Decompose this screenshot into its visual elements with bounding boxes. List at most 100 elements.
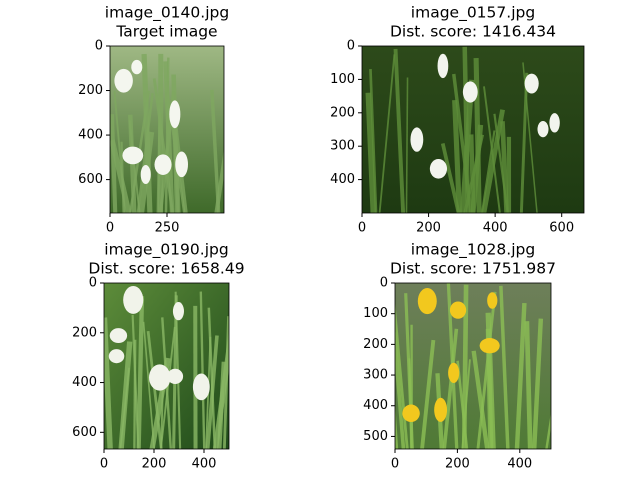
leaf	[395, 298, 409, 449]
flower	[192, 373, 210, 401]
y-tick-label: 0	[89, 276, 97, 291]
y-tick-label: 0	[380, 276, 388, 291]
leaf	[118, 341, 133, 449]
flower	[448, 362, 460, 383]
y-tick-label: 200	[78, 83, 103, 98]
flower	[154, 154, 172, 175]
leaf	[493, 113, 509, 213]
flower	[537, 121, 549, 138]
leaf	[128, 114, 137, 213]
leaf	[152, 78, 175, 213]
x-tick-label: 0	[106, 221, 114, 236]
axes-frame	[103, 282, 230, 450]
panel-title: image_0157.jpg	[411, 4, 535, 23]
flower	[410, 127, 424, 152]
flower	[175, 151, 189, 178]
y-tick-label: 200	[72, 325, 97, 340]
y-tick-label: 200	[363, 337, 388, 352]
leaf	[405, 77, 409, 213]
flower	[122, 146, 144, 165]
leaf	[499, 285, 510, 449]
x-tick-label: 400	[507, 457, 532, 472]
flower	[549, 113, 560, 133]
flower	[487, 292, 498, 309]
y-tick-label: 400	[363, 398, 388, 413]
flower	[429, 159, 448, 179]
flower	[417, 287, 437, 315]
flower	[140, 164, 151, 185]
flower	[402, 404, 420, 423]
leaf	[222, 316, 229, 449]
photo	[362, 46, 584, 213]
flower	[114, 68, 133, 93]
panel-subtitle: Target image	[115, 23, 217, 41]
panel-subtitle: Dist. score: 1751.987	[390, 260, 556, 278]
y-tick-label: 600	[78, 172, 103, 187]
y-tick-label: 500	[363, 429, 388, 444]
y-tick-label: 200	[330, 105, 355, 120]
leaf	[531, 318, 544, 449]
y-tick-label: 0	[347, 39, 355, 54]
leaf	[133, 339, 137, 449]
y-tick-label: 400	[78, 128, 103, 143]
x-tick-label: 400	[192, 457, 217, 472]
leaf	[440, 143, 461, 213]
flower	[172, 302, 184, 321]
flower	[169, 100, 181, 129]
flower	[437, 53, 449, 79]
leaf	[113, 91, 127, 213]
leaf	[420, 339, 436, 449]
flower	[131, 59, 143, 75]
leaf	[461, 359, 471, 449]
leaf	[393, 48, 406, 213]
leaf	[199, 291, 206, 449]
x-tick-label: 200	[416, 221, 441, 236]
leaf	[483, 86, 501, 213]
flower	[434, 397, 448, 422]
leaf	[217, 361, 226, 449]
panel-title: image_0190.jpg	[104, 241, 228, 260]
flower	[449, 301, 467, 319]
x-tick-label: 600	[549, 221, 574, 236]
leaf	[471, 350, 490, 449]
leaf	[146, 330, 163, 449]
flower	[148, 364, 171, 391]
leaf	[378, 54, 396, 213]
panel-title: image_0140.jpg	[105, 4, 229, 23]
x-tick-label: 200	[445, 457, 470, 472]
leaf	[469, 134, 476, 213]
axes-frame	[394, 282, 552, 450]
leaf	[514, 302, 527, 449]
leaf	[136, 93, 154, 213]
x-tick-label: 200	[142, 457, 167, 472]
y-tick-label: 400	[72, 375, 97, 390]
leaf	[519, 72, 529, 213]
y-tick-label: 300	[330, 139, 355, 154]
leaf	[365, 92, 377, 213]
y-tick-label: 100	[363, 306, 388, 321]
leaf	[205, 336, 212, 449]
y-tick-label: 100	[330, 72, 355, 87]
leaf	[110, 114, 118, 213]
leaf	[207, 307, 217, 449]
panel-subtitle: Dist. score: 1416.434	[390, 23, 556, 41]
y-tick-label: 300	[363, 368, 388, 383]
panel-title: image_1028.jpg	[411, 241, 535, 260]
x-tick-label: 0	[100, 457, 108, 472]
y-tick-label: 600	[72, 425, 97, 440]
leaf	[214, 147, 224, 213]
y-tick-label: 0	[95, 39, 103, 54]
x-tick-label: 0	[391, 457, 399, 472]
flower	[109, 328, 128, 344]
leaf	[369, 69, 378, 213]
leaf	[395, 332, 406, 449]
flower	[123, 285, 144, 314]
axes-frame	[361, 45, 585, 214]
x-tick-label: 400	[483, 221, 508, 236]
x-tick-label: 0	[358, 221, 366, 236]
leaf	[524, 321, 533, 449]
flower	[108, 349, 125, 364]
leaf	[442, 328, 459, 449]
leaf	[459, 79, 475, 213]
